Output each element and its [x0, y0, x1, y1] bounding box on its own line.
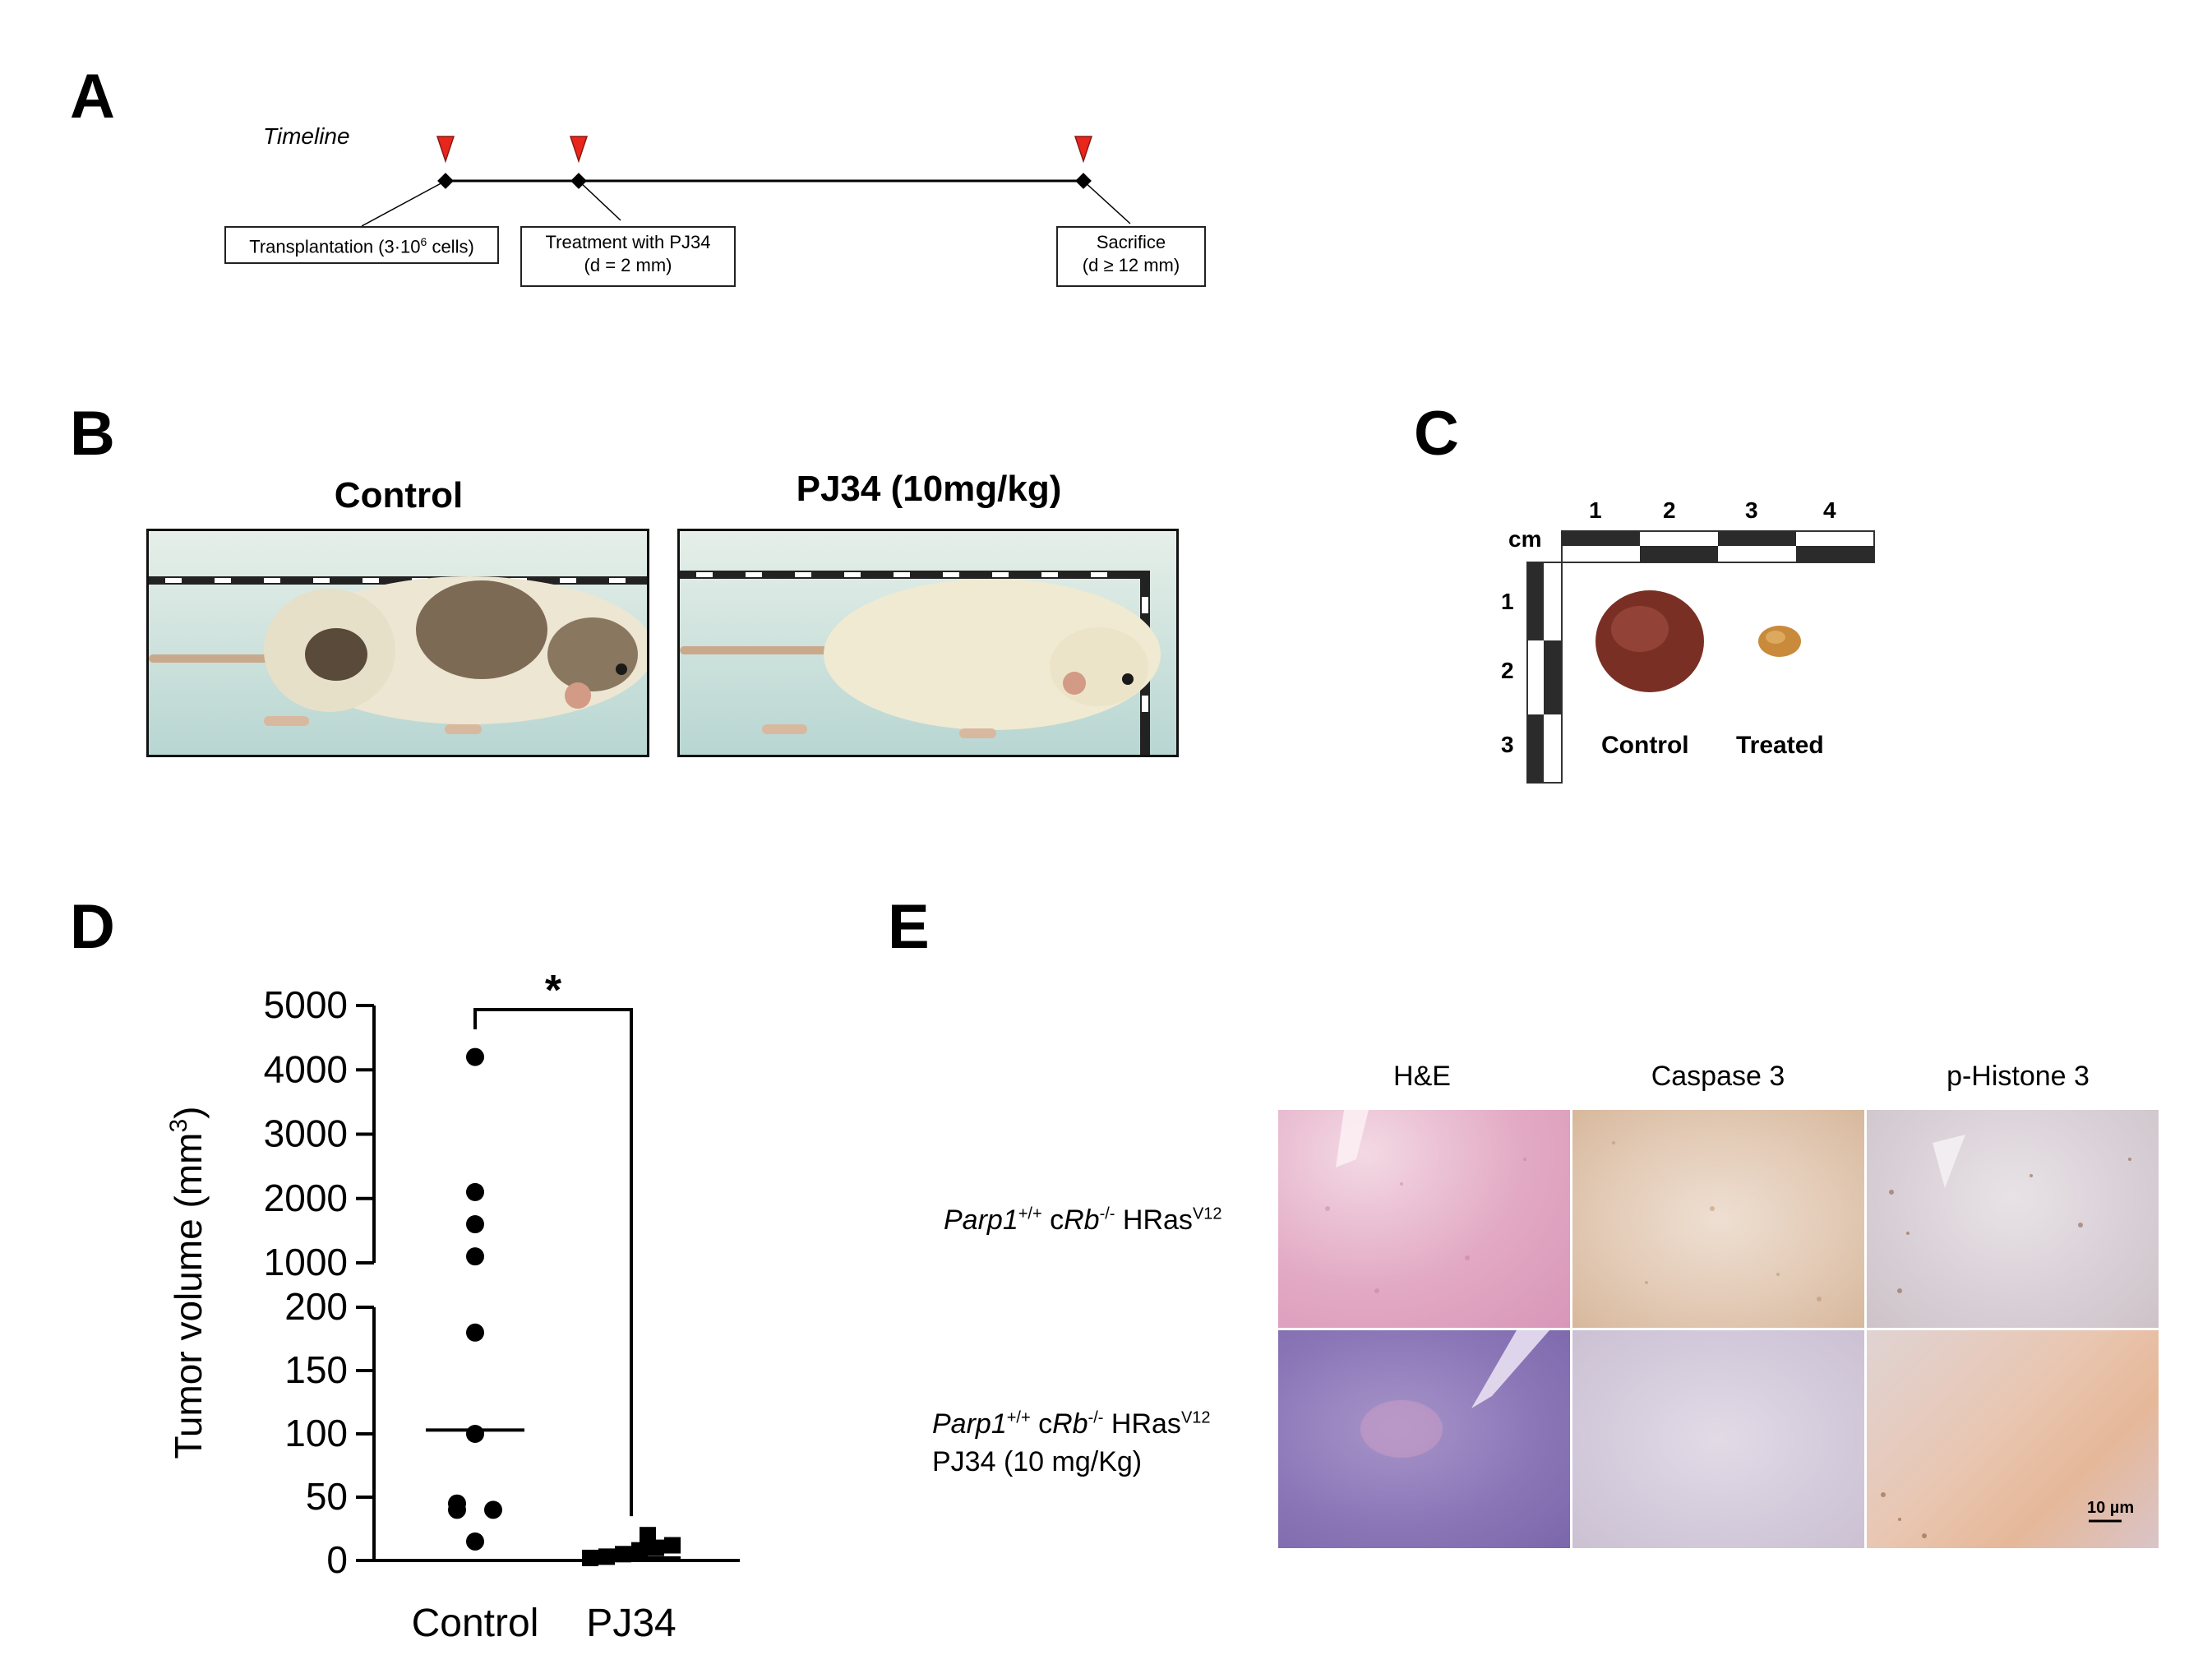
- row1-gene1: Parp1: [944, 1204, 1018, 1236]
- row1-sup2: -/-: [1099, 1204, 1115, 1223]
- timeline-diagram: [361, 136, 1131, 227]
- x-tick-label-control: Control: [412, 1602, 539, 1645]
- y-tick-label-0: 0: [326, 1538, 348, 1581]
- histology-he-untreated: [1278, 1110, 1570, 1328]
- leader-line-treatment: [578, 180, 621, 221]
- histology-he-treated: [1278, 1330, 1570, 1548]
- data-point-control: [466, 1532, 484, 1551]
- data-point-control: [466, 1425, 484, 1443]
- data-point-control: [466, 1247, 484, 1266]
- box-sacrifice-line1: Sacrifice: [1096, 232, 1166, 252]
- timeline-box-sacrifice: Sacrifice (d ≥ 12 mm): [1056, 226, 1206, 287]
- row2-sup3: V12: [1180, 1408, 1211, 1427]
- data-point-pj34: [664, 1537, 681, 1554]
- scale-bar-label: 10 µm: [2087, 1499, 2135, 1517]
- ruler-top-tick-4: 4: [1823, 497, 1836, 523]
- y-tick-label-5000: 5000: [264, 983, 348, 1026]
- data-point-control: [484, 1500, 502, 1519]
- row-label-untreated: Parp1+/+ cRb-/- HRasV12: [944, 1202, 1222, 1240]
- y-axis-label: Tumor volume (mm3): [165, 1106, 210, 1459]
- col-header-he: H&E: [1393, 1061, 1451, 1092]
- row2-gene1: Parp1: [932, 1408, 1007, 1440]
- y-tick-label-200: 200: [284, 1285, 348, 1328]
- tumor-label-treated: Treated: [1736, 732, 1824, 759]
- row1-gene3: HRas: [1115, 1204, 1193, 1236]
- panel-letter-d: D: [70, 892, 115, 962]
- row2-gene2-pre: c: [1030, 1408, 1053, 1440]
- box-transplant-text-post: cells): [427, 236, 474, 257]
- histology-caspase3-treated: [1572, 1330, 1864, 1548]
- y-tick-label-100: 100: [284, 1412, 348, 1454]
- leader-line-sacrifice: [1083, 180, 1131, 224]
- photo-title-pj34: PJ34 (10mg/kg): [796, 469, 1062, 509]
- data-point-control: [466, 1047, 484, 1066]
- timeline-box-transplantation: Transplantation (3·106 cells): [224, 226, 499, 264]
- data-point-pj34: [631, 1542, 648, 1559]
- panel-letter-e: E: [888, 892, 930, 962]
- ruler-side-tick-2: 2: [1501, 658, 1514, 683]
- photo-title-control: Control: [334, 475, 464, 515]
- box-sacrifice-line2: (d ≥ 12 mm): [1082, 254, 1180, 275]
- row2-gene2: Rb: [1052, 1408, 1088, 1440]
- timeline-box-treatment: Treatment with PJ34 (d = 2 mm): [520, 226, 736, 287]
- mouse-photo-pj34: [677, 529, 1179, 757]
- data-point-control: [466, 1215, 484, 1234]
- y-tick-label-1000: 1000: [264, 1241, 348, 1283]
- data-point-control: [466, 1323, 484, 1342]
- row2-sup2: -/-: [1088, 1408, 1104, 1427]
- ruler-top-tick-3: 3: [1745, 497, 1758, 523]
- ruler-side-tick-1: 1: [1501, 589, 1514, 614]
- data-point-pj34: [640, 1527, 656, 1544]
- box-transplant-sup: 6: [420, 235, 427, 248]
- histology-phistone3-untreated: [1867, 1110, 2159, 1328]
- ruler-top-tick-1: 1: [1589, 497, 1602, 523]
- tumor-label-control: Control: [1601, 732, 1689, 759]
- tumor-ruler-photo: [1526, 530, 1875, 784]
- row1-gene2: Rb: [1064, 1204, 1100, 1236]
- significance-bracket: [473, 1008, 633, 1517]
- panel-letter-c: C: [1414, 399, 1459, 469]
- row2-gene3: HRas: [1103, 1408, 1181, 1440]
- row1-sup1: +/+: [1018, 1204, 1042, 1223]
- row-label-treated: Parp1+/+ cRb-/- HRasV12 PJ34 (10 mg/Kg): [932, 1406, 1211, 1482]
- y-tick-label-150: 150: [284, 1348, 348, 1391]
- row2-sup1: +/+: [1006, 1408, 1031, 1427]
- panel-letter-a: A: [70, 62, 115, 132]
- box-transplant-text: Transplantation (3·10: [249, 236, 421, 257]
- row1-sup3: V12: [1192, 1204, 1222, 1223]
- box-treatment-line1: Treatment with PJ34: [545, 232, 711, 252]
- data-point-control: [448, 1500, 466, 1519]
- ruler-top-tick-2: 2: [1663, 497, 1676, 523]
- col-header-phistone3: p-Histone 3: [1946, 1061, 2090, 1092]
- y-tick-label-3000: 3000: [264, 1112, 348, 1155]
- histology-phistone3-treated: 10 µm: [1867, 1330, 2159, 1548]
- histology-caspase3-untreated: [1572, 1110, 1864, 1328]
- col-header-caspase3: Caspase 3: [1651, 1061, 1785, 1092]
- row1-gene2-pre: c: [1041, 1204, 1064, 1236]
- leader-line-transplant: [361, 180, 446, 227]
- panel-letter-b: B: [70, 399, 115, 469]
- y-tick-label-4000: 4000: [264, 1047, 348, 1090]
- data-point-control: [466, 1182, 484, 1201]
- ruler-side-tick-3: 3: [1501, 732, 1514, 757]
- x-tick-label-pj34: PJ34: [586, 1602, 676, 1645]
- mouse-photo-control: [146, 529, 649, 757]
- data-point-pj34: [615, 1546, 631, 1563]
- row2-treatment-line: PJ34 (10 mg/Kg): [932, 1445, 1143, 1477]
- box-treatment-line2: (d = 2 mm): [584, 254, 672, 275]
- ruler-unit-label: cm: [1508, 526, 1542, 552]
- data-point-pj34: [648, 1539, 664, 1556]
- significance-star: *: [545, 967, 562, 1015]
- y-tick-label-50: 50: [306, 1475, 348, 1518]
- y-tick-label-2000: 2000: [264, 1177, 348, 1219]
- timeline-label: Timeline: [263, 123, 350, 149]
